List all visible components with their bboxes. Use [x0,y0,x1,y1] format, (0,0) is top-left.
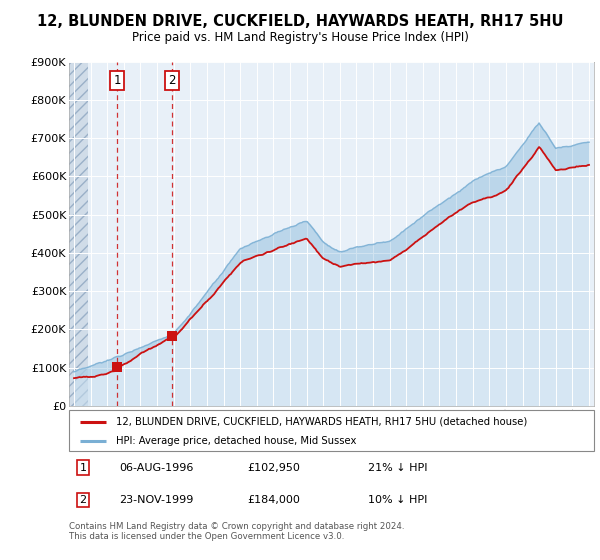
Text: HPI: Average price, detached house, Mid Sussex: HPI: Average price, detached house, Mid … [116,436,356,446]
Text: 12, BLUNDEN DRIVE, CUCKFIELD, HAYWARDS HEATH, RH17 5HU: 12, BLUNDEN DRIVE, CUCKFIELD, HAYWARDS H… [37,14,563,29]
FancyBboxPatch shape [69,410,594,451]
Text: 1: 1 [113,74,121,87]
Text: 2: 2 [168,74,176,87]
Text: 12, BLUNDEN DRIVE, CUCKFIELD, HAYWARDS HEATH, RH17 5HU (detached house): 12, BLUNDEN DRIVE, CUCKFIELD, HAYWARDS H… [116,417,527,427]
Text: 2: 2 [79,495,86,505]
Text: £102,950: £102,950 [248,463,301,473]
Text: £184,000: £184,000 [248,495,301,505]
Text: 06-AUG-1996: 06-AUG-1996 [119,463,193,473]
Text: Contains HM Land Registry data © Crown copyright and database right 2024.
This d: Contains HM Land Registry data © Crown c… [69,522,404,542]
Bar [69,62,88,406]
Text: Price paid vs. HM Land Registry's House Price Index (HPI): Price paid vs. HM Land Registry's House … [131,31,469,44]
Text: 1: 1 [79,463,86,473]
Text: 21% ↓ HPI: 21% ↓ HPI [368,463,428,473]
Text: 23-NOV-1999: 23-NOV-1999 [119,495,193,505]
Text: 10% ↓ HPI: 10% ↓ HPI [368,495,428,505]
